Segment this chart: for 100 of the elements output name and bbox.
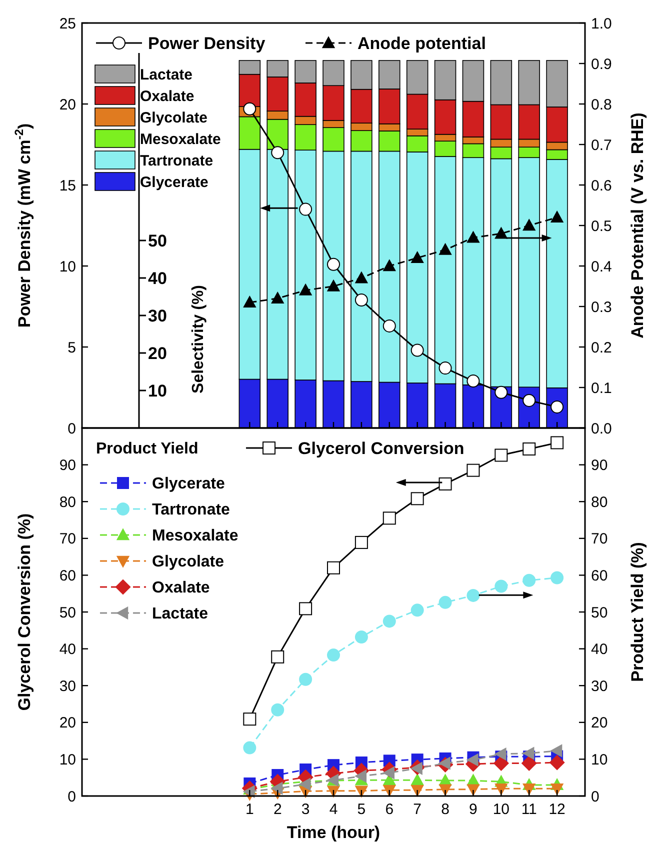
y-tick-label: 60 (59, 567, 76, 584)
point (271, 146, 284, 160)
point (326, 786, 340, 798)
point (354, 294, 368, 307)
point (410, 492, 424, 506)
y2-tick-label: 0.1 (591, 380, 612, 397)
legend-label: Glycerol Conversion (298, 438, 464, 458)
x-tick-label: 10 (492, 801, 510, 818)
x-tick-label: 7 (413, 801, 422, 818)
y2-tick-label: 30 (591, 678, 608, 695)
point (299, 602, 312, 616)
point (298, 778, 311, 791)
point (410, 785, 424, 798)
y2-axis-title: Anode Potential (V vs. RHE) (628, 112, 647, 338)
point (550, 210, 564, 222)
point (438, 242, 452, 255)
y3-axis-title: Selectivity (%) (190, 285, 207, 394)
y2-tick-label: 0.4 (591, 258, 612, 276)
point (550, 436, 564, 450)
legend-label: Lactate (152, 606, 208, 623)
point (243, 102, 256, 116)
point (493, 755, 509, 772)
legend-label: Lactate (140, 66, 193, 84)
x-axis-title: Time (hour) (286, 823, 380, 842)
legend-label: Anode potential (358, 34, 486, 53)
y-tick-label: 25 (59, 15, 76, 32)
y-tick-label: 0 (68, 788, 76, 806)
point (550, 744, 562, 758)
point (327, 258, 340, 271)
y2-tick-label: 0.9 (591, 56, 612, 73)
point (382, 319, 396, 332)
y2-tick-label: 20 (591, 714, 608, 732)
y2-tick-label: 10 (591, 751, 608, 768)
point (354, 770, 367, 783)
legend-label: Mesoxalate (140, 130, 221, 148)
point (298, 283, 312, 296)
y2-tick-label: 50 (591, 604, 608, 622)
point (494, 226, 508, 239)
y2-tick-label: 1.0 (591, 15, 612, 32)
y-axis-title: Glycerol Conversion (%) (15, 513, 34, 711)
y2-axis-title: Product Yield (%) (628, 542, 647, 682)
x-tick-label: 5 (357, 801, 366, 818)
y-tick-label: 5 (68, 339, 76, 356)
y3-tick-label: 40 (148, 268, 167, 288)
point (466, 230, 480, 243)
point (299, 672, 312, 686)
y3-tick-label: 30 (148, 306, 167, 326)
point (354, 271, 368, 284)
y2-tick-label: 0.3 (591, 298, 612, 316)
legend-label: Glycolate (152, 554, 224, 571)
point (326, 279, 340, 292)
legend-label: Oxalate (140, 88, 194, 105)
point (522, 746, 534, 760)
legend-label: Mesoxalate (152, 528, 238, 545)
y-tick-label: 15 (59, 177, 76, 194)
point (410, 344, 424, 357)
point (522, 574, 536, 587)
point (494, 580, 508, 593)
x-tick-label: 12 (548, 801, 566, 818)
point (354, 536, 368, 549)
x-tick-label: 11 (521, 801, 537, 818)
x-tick-label: 8 (441, 801, 450, 818)
point (354, 630, 368, 644)
legend-label: Power Density (148, 34, 266, 53)
point (271, 292, 284, 304)
y2-tick-label: 0.6 (591, 177, 612, 194)
point (522, 442, 536, 456)
point (521, 755, 537, 772)
point (494, 747, 506, 761)
point (549, 754, 565, 770)
point (522, 784, 536, 796)
point (438, 477, 452, 490)
point (382, 614, 396, 628)
y-tick-label: 10 (59, 751, 76, 768)
legend-label: Glycolate (140, 109, 208, 126)
legend-label: Tartronate (140, 152, 214, 170)
legend-label: Tartronate (152, 502, 230, 519)
point (270, 782, 283, 795)
point (410, 604, 424, 617)
y2-tick-label: 90 (591, 457, 608, 474)
point (438, 362, 452, 375)
point (382, 766, 394, 780)
point (466, 753, 478, 767)
legend-title: Product Yield (96, 440, 198, 458)
y2-tick-label: 0.7 (591, 136, 612, 154)
y-tick-label: 40 (59, 641, 76, 658)
y2-tick-label: 40 (591, 641, 608, 658)
legend-label: Glycerate (152, 476, 226, 493)
point (494, 784, 508, 796)
y3-tick-label: 20 (148, 344, 167, 363)
point (382, 259, 396, 272)
y2-tick-label: 80 (591, 494, 608, 511)
x-tick-label: 9 (469, 801, 478, 818)
point (494, 448, 508, 462)
y-tick-label: 10 (59, 258, 76, 276)
y2-tick-label: 60 (591, 567, 608, 584)
point (494, 386, 508, 399)
point (243, 296, 256, 308)
y2-tick-label: 70 (591, 530, 608, 548)
point (271, 703, 284, 716)
